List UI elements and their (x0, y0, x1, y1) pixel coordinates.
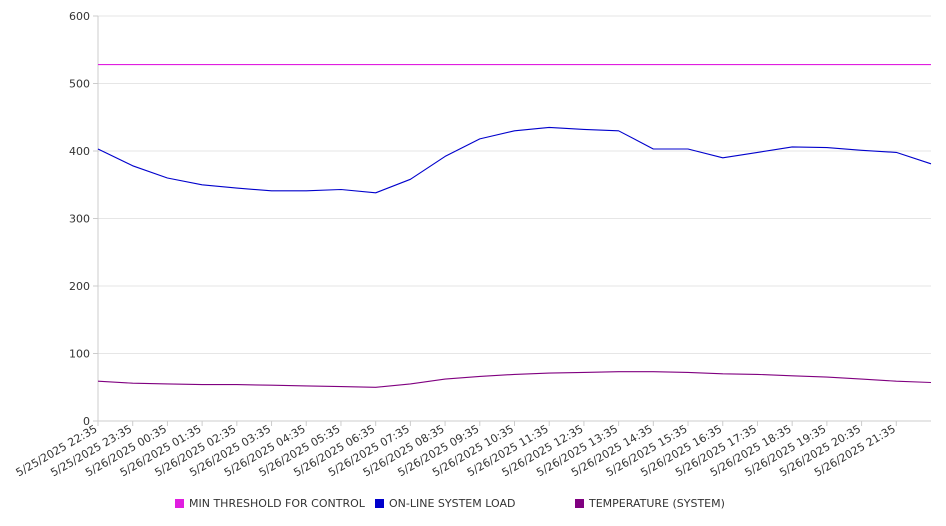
legend-item-load[interactable]: ON-LINE SYSTEM LOAD (375, 497, 515, 510)
legend-swatch-temperature (575, 499, 584, 508)
y-tick-label: 0 (83, 415, 90, 428)
y-axis-ticks: 0 100 200 300 400 500 600 (69, 10, 98, 428)
legend-swatch-threshold (175, 499, 184, 508)
y-tick-label: 600 (69, 10, 90, 23)
legend-item-temperature[interactable]: TEMPERATURE (SYSTEM) (575, 497, 725, 510)
y-tick-label: 500 (69, 78, 90, 91)
y-tick-label: 300 (69, 213, 90, 226)
gridlines (98, 15, 931, 354)
legend: MIN THRESHOLD FOR CONTROL ON-LINE SYSTEM… (0, 497, 946, 517)
y-tick-label: 400 (69, 145, 90, 158)
legend-swatch-load (375, 499, 384, 508)
series-line-temperature (97, 371, 932, 388)
series-line-load (97, 126, 932, 194)
legend-label-load: ON-LINE SYSTEM LOAD (389, 497, 516, 510)
series-lines (97, 64, 932, 388)
legend-label-temperature: TEMPERATURE (SYSTEM) (589, 497, 725, 510)
legend-item-threshold[interactable]: MIN THRESHOLD FOR CONTROL (175, 497, 365, 510)
legend-label-threshold: MIN THRESHOLD FOR CONTROL (189, 497, 365, 510)
y-tick-label: 100 (69, 348, 90, 361)
x-axis-ticks: 5/25/2025 22:355/25/2025 23:355/26/2025 … (14, 421, 898, 479)
y-tick-label: 200 (69, 280, 90, 293)
